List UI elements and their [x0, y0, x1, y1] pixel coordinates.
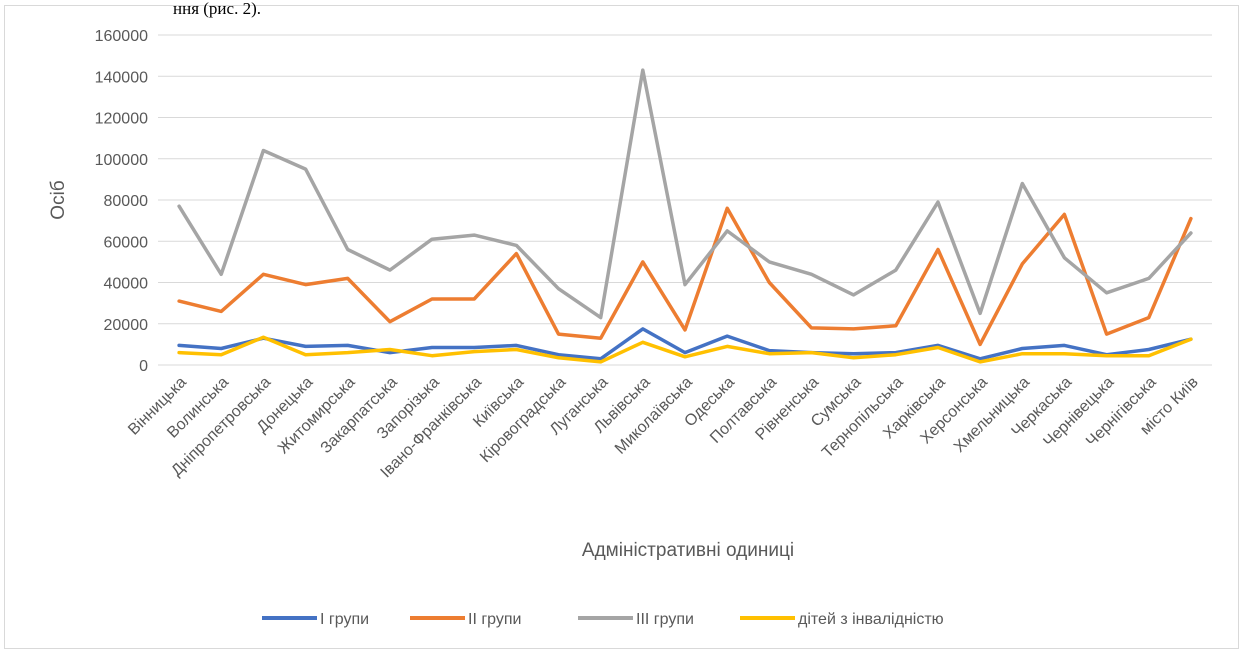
y-axis-ticks: 0 20000 40000 60000 80000 100000 120000 140000 1…: [95, 28, 148, 375]
series-line-2: [177, 68, 1193, 320]
series-line-0: [177, 327, 1193, 361]
x-axis-ticks: ВінницькаВолинськаДніпропетровськаДонець…: [125, 374, 1202, 482]
x-axis-title: Адміністративні одиниці: [582, 540, 794, 561]
y-tick-label: 20000: [104, 317, 149, 334]
legend-label: III групи: [636, 611, 694, 628]
gridlines: [158, 34, 1212, 366]
y-axis-title: Осіб: [48, 180, 69, 220]
y-tick-label: 140000: [95, 69, 148, 86]
legend-label: II групи: [468, 611, 522, 628]
legend-label: I групи: [320, 611, 369, 628]
y-tick-label: 120000: [95, 111, 148, 128]
series-line-3: [177, 335, 1193, 364]
y-tick-label: 80000: [104, 193, 149, 210]
y-tick-label: 0: [139, 358, 148, 375]
y-tick-label: 100000: [95, 152, 148, 169]
series-line-1: [177, 206, 1193, 347]
chart-frame: ння (рис. 2).: [4, 0, 1239, 649]
legend-label: дітей з інвалідністю: [798, 611, 944, 628]
y-tick-label: 60000: [104, 234, 149, 251]
y-tick-label: 160000: [95, 28, 148, 45]
series-lines: [177, 68, 1193, 364]
y-tick-label: 40000: [104, 276, 149, 293]
legend: I групи II групи III групи дітей з інвалідн…: [262, 611, 944, 628]
text-fragment: ння (рис. 2).: [173, 0, 261, 18]
